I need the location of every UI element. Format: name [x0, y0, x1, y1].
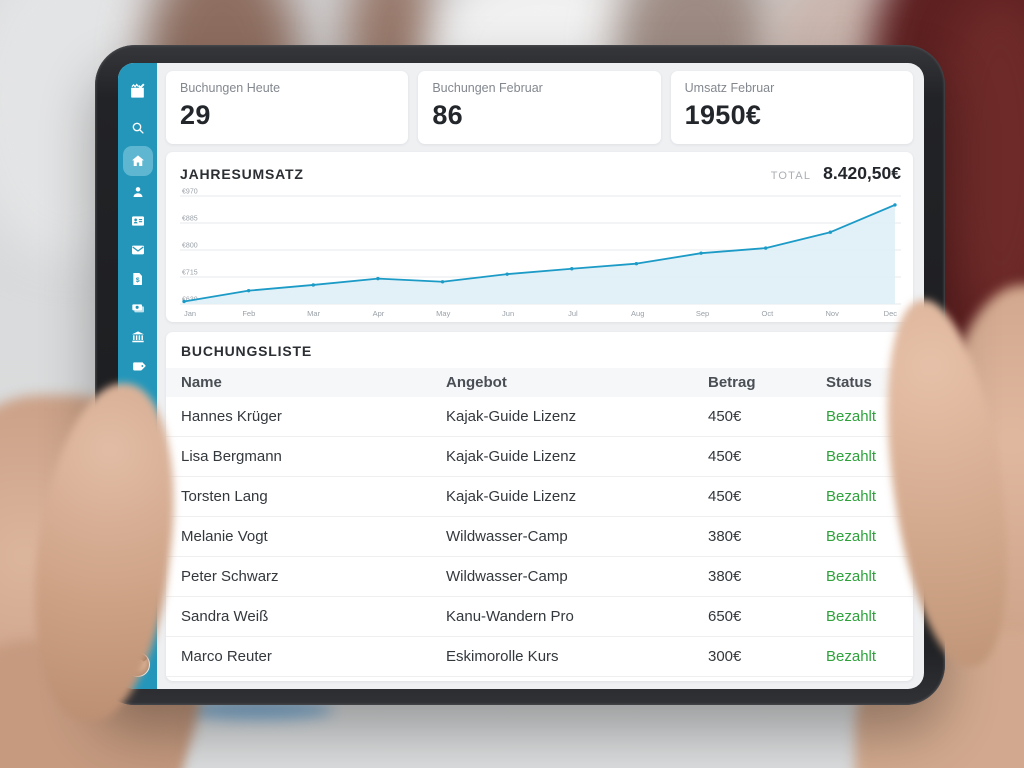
- area-chart: €970 €885 €800 €715 €630: [180, 189, 901, 308]
- name-cell: Lisa Bergmann: [181, 448, 282, 465]
- name-cell: Marco Reuter: [181, 648, 272, 665]
- name-cell: Sandra Weiß: [181, 608, 269, 625]
- column-header-betrag[interactable]: Betrag: [708, 374, 756, 391]
- x-axis-label: Dec: [883, 309, 897, 318]
- svg-text:€970: €970: [182, 189, 198, 196]
- x-axis-label: Mar: [307, 309, 321, 318]
- table-row[interactable]: Melanie Vogt Wildwasser-Camp 380€ Bezahlt: [166, 517, 913, 557]
- x-axis-label: Feb: [242, 309, 256, 318]
- stat-card-revenue-month: Umsatz Februar 1950€: [670, 71, 913, 144]
- angebot-cell: Kanu-Wandern Pro: [446, 608, 574, 625]
- stat-value: 1950€: [684, 100, 762, 130]
- status-cell: Bezahlt: [826, 608, 877, 625]
- status-cell: Bezahlt: [826, 488, 877, 505]
- status-cell: Bezahlt: [826, 648, 877, 665]
- cash-icon[interactable]: [127, 297, 149, 319]
- x-axis-label: Jun: [502, 309, 515, 318]
- table-row[interactable]: Marco Reuter Eskimorolle Kurs 300€ Bezahlt: [166, 637, 913, 677]
- table-title: BUCHUNGSLISTE: [181, 343, 312, 359]
- chart-header: JAHRESUMSATZ TOTAL 8.420,50€: [180, 163, 901, 184]
- name-cell: Melanie Vogt: [181, 528, 268, 545]
- bank-icon[interactable]: [127, 326, 149, 348]
- angebot-cell: Kajak-Guide Lizenz: [446, 448, 577, 465]
- x-axis-label: Jan: [184, 309, 197, 318]
- betrag-cell: 650€: [708, 608, 742, 625]
- stat-card-bookings-today: Buchungen Heute 29: [166, 71, 409, 144]
- annual-revenue-chart-card: JAHRESUMSATZ TOTAL 8.420,50€ €970 €885 €80…: [166, 152, 913, 322]
- svg-text:$: $: [135, 277, 139, 284]
- table-row[interactable]: Hannes Krüger Kajak-Guide Lizenz 450€ Bezah…: [166, 397, 913, 437]
- chart-svg: €970€885€800€715€630: [180, 189, 901, 305]
- total-label: TOTAL: [770, 170, 812, 182]
- column-header-status[interactable]: Status: [826, 374, 872, 391]
- total-value: 8.420,50€: [823, 163, 901, 183]
- table-header-row: Name Angebot Betrag Status: [166, 368, 913, 397]
- booking-table-body: Hannes Krüger Kajak-Guide Lizenz 450€ Bezah…: [166, 397, 913, 677]
- chart-x-axis-labels: Jan Feb Mar Apr May Jun Jul Aug Sep Oct Nov Dec: [184, 308, 897, 321]
- table-row[interactable]: Torsten Lang Kajak-Guide Lizenz 450€ Bezahl…: [166, 477, 913, 517]
- status-cell: Bezahlt: [826, 528, 877, 545]
- booking-list-card: BUCHUNGSLISTE Name Angebot Betrag Status…: [166, 332, 913, 681]
- mail-icon[interactable]: [127, 239, 149, 261]
- betrag-cell: 450€: [708, 488, 742, 505]
- user-icon[interactable]: [127, 181, 149, 203]
- name-cell: Torsten Lang: [181, 488, 268, 505]
- home-icon[interactable]: [122, 146, 153, 176]
- betrag-cell: 450€: [708, 448, 742, 465]
- betrag-cell: 380€: [708, 568, 742, 585]
- x-axis-label: May: [436, 309, 451, 318]
- chart-title: JAHRESUMSATZ: [180, 166, 304, 182]
- stats-row: Buchungen Heute 29 Buchungen Februar 86 …: [166, 71, 913, 144]
- stat-label: Umsatz Februar: [684, 81, 775, 95]
- stat-card-bookings-month: Buchungen Februar 86: [418, 71, 661, 144]
- stat-label: Buchungen Heute: [180, 81, 281, 95]
- angebot-cell: Wildwasser-Camp: [446, 568, 568, 585]
- contacts-card-icon[interactable]: [127, 210, 149, 232]
- x-axis-label: Jul: [568, 309, 578, 318]
- background-blob: [183, 700, 333, 720]
- angebot-cell: Kajak-Guide Lizenz: [446, 488, 577, 505]
- tag-icon[interactable]: [127, 355, 149, 377]
- x-axis-label: Oct: [761, 309, 774, 318]
- stat-value: 29: [180, 100, 211, 130]
- betrag-cell: 450€: [708, 408, 742, 425]
- status-cell: Bezahlt: [826, 408, 877, 425]
- x-axis-label: Sep: [695, 309, 710, 318]
- angebot-cell: Eskimorolle Kurs: [446, 648, 559, 665]
- search-icon[interactable]: [127, 117, 149, 139]
- status-cell: Bezahlt: [826, 448, 877, 465]
- x-axis-label: Apr: [372, 309, 385, 318]
- app-window: $ ?: [118, 63, 924, 689]
- betrag-cell: 300€: [708, 648, 742, 665]
- status-cell: Bezahlt: [826, 568, 877, 585]
- svg-text:€715: €715: [182, 270, 198, 277]
- chart-total: TOTAL 8.420,50€: [771, 163, 901, 184]
- app-logo-calendar-check-icon[interactable]: [127, 79, 149, 101]
- betrag-cell: 380€: [708, 528, 742, 545]
- svg-text:€800: €800: [182, 243, 198, 250]
- svg-text:€885: €885: [182, 216, 198, 223]
- x-axis-label: Aug: [631, 309, 645, 318]
- angebot-cell: Wildwasser-Camp: [446, 528, 568, 545]
- x-axis-label: Nov: [825, 309, 839, 318]
- stat-label: Buchungen Februar: [432, 81, 543, 95]
- name-cell: Hannes Krüger: [181, 408, 282, 425]
- stat-value: 86: [432, 100, 463, 130]
- name-cell: Peter Schwarz: [181, 568, 279, 585]
- table-row[interactable]: Lisa Bergmann Kajak-Guide Lizenz 450€ Bezah…: [166, 437, 913, 477]
- angebot-cell: Kajak-Guide Lizenz: [446, 408, 577, 425]
- invoice-document-icon[interactable]: $: [127, 268, 149, 290]
- table-row[interactable]: Sandra Weiß Kanu-Wandern Pro 650€ Bezahlt: [166, 597, 913, 637]
- dashboard-content: Buchungen Heute 29 Buchungen Februar 86 …: [157, 63, 924, 689]
- tablet-device: $ ?: [95, 45, 945, 705]
- table-row[interactable]: Peter Schwarz Wildwasser-Camp 380€ Bezahlt: [166, 557, 913, 597]
- column-header-name[interactable]: Name: [181, 374, 222, 391]
- column-header-angebot[interactable]: Angebot: [446, 374, 507, 391]
